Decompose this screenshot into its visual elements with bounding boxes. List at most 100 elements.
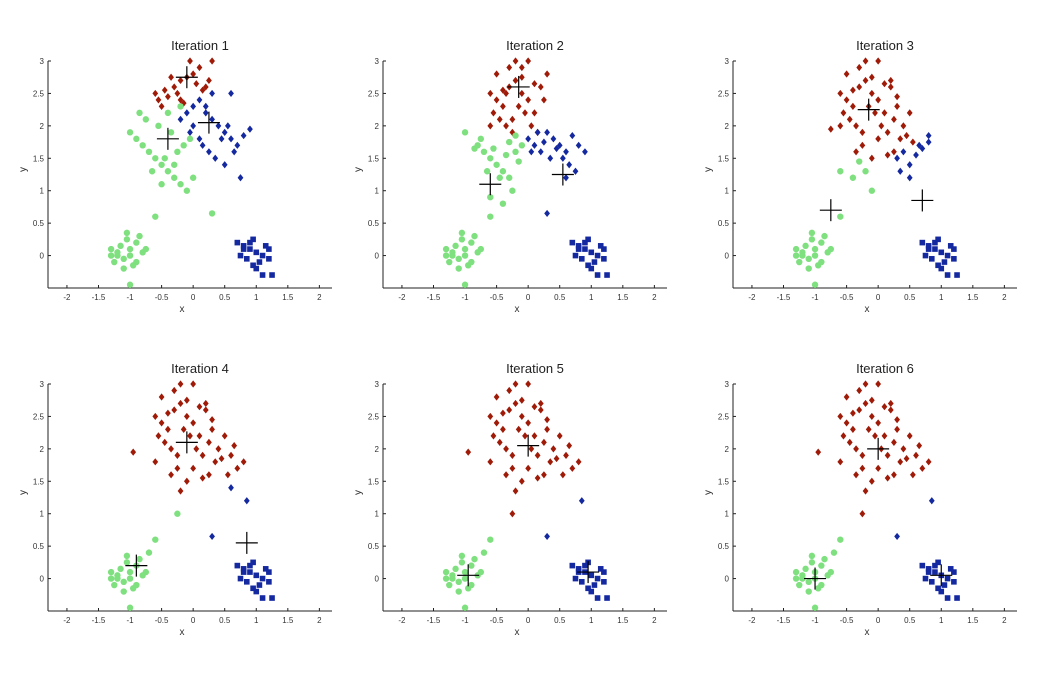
data-point xyxy=(805,578,812,586)
y-tick-label: 1.5 xyxy=(718,477,730,486)
data-point xyxy=(209,115,215,123)
data-point xyxy=(837,89,844,98)
data-point xyxy=(572,575,579,582)
data-point xyxy=(512,76,519,85)
data-point xyxy=(500,409,506,417)
data-point xyxy=(187,432,193,440)
data-point xyxy=(553,144,560,153)
data-point xyxy=(591,259,598,265)
x-tick-label: 0.5 xyxy=(554,293,566,302)
data-point xyxy=(442,568,450,576)
data-point xyxy=(171,161,178,168)
data-point xyxy=(208,210,216,217)
y-tick-label: 3 xyxy=(40,57,45,66)
data-point xyxy=(853,148,859,156)
data-point xyxy=(174,510,181,517)
data-point xyxy=(575,141,582,149)
data-point xyxy=(559,471,566,479)
data-point xyxy=(846,115,853,123)
data-point xyxy=(503,89,509,98)
data-point xyxy=(544,416,550,424)
data-point xyxy=(853,471,859,479)
x-tick-label: 1 xyxy=(589,616,594,625)
y-tick-label: 2 xyxy=(40,445,45,454)
data-point xyxy=(126,129,134,136)
data-point xyxy=(452,565,459,573)
data-point xyxy=(111,258,118,266)
data-point xyxy=(856,83,863,91)
data-point xyxy=(155,96,162,104)
x-tick-label: -2 xyxy=(748,616,756,625)
data-point xyxy=(872,432,878,440)
data-point xyxy=(209,532,215,541)
y-tick-label: 0 xyxy=(40,575,45,584)
data-point xyxy=(862,380,869,388)
data-point xyxy=(126,252,134,259)
scatter-panel-2: Iteration 2 -2 -1.5 -1 -0.5 0 0.5 1 1.5 2 0 0.5 1 1.5… xyxy=(345,30,690,350)
x-tick-label: -0.5 xyxy=(840,616,854,625)
data-point xyxy=(862,487,869,495)
data-point xyxy=(165,93,171,101)
data-point xyxy=(916,141,923,149)
data-point xyxy=(881,80,888,88)
data-point xyxy=(487,458,494,466)
y-tick-label: 1 xyxy=(40,510,45,519)
data-point xyxy=(240,458,247,466)
data-point xyxy=(585,585,591,592)
data-point xyxy=(177,399,184,408)
scatter-plot-2: Iteration 2 -2 -1.5 -1 -0.5 0 0.5 1 1.5 2 0 0.5 1 1.5… xyxy=(353,38,667,315)
data-point xyxy=(808,229,816,237)
data-point xyxy=(442,245,450,253)
data-point xyxy=(152,89,159,98)
data-point xyxy=(506,406,513,414)
data-point xyxy=(259,252,266,259)
data-point xyxy=(792,568,800,576)
data-point xyxy=(126,281,134,288)
data-point xyxy=(120,255,127,263)
data-point xyxy=(818,258,825,266)
data-point xyxy=(196,135,203,143)
y-tick-label: 3 xyxy=(725,380,730,389)
data-point xyxy=(240,246,247,252)
data-point xyxy=(947,566,954,572)
data-point xyxy=(487,412,494,421)
data-point xyxy=(837,536,844,543)
centroid-marker xyxy=(867,437,890,460)
data-point xyxy=(468,258,475,266)
data-point xyxy=(183,412,190,421)
data-point xyxy=(231,148,238,156)
data-point xyxy=(503,122,509,130)
data-point xyxy=(506,63,513,72)
y-axis-label: y xyxy=(18,490,29,495)
y-tick-label: 1 xyxy=(725,187,730,196)
data-point xyxy=(259,595,266,601)
data-point xyxy=(247,569,253,575)
x-axis-label: x xyxy=(180,627,185,638)
data-point xyxy=(190,419,197,427)
scatter-panel-4: Iteration 4 -2 -1.5 -1 -0.5 0 0.5 1 1.5 2 0 0.5 1 1.5… xyxy=(10,353,355,673)
data-point xyxy=(234,239,241,246)
data-point xyxy=(471,145,478,152)
data-point xyxy=(458,236,466,243)
data-point xyxy=(840,432,847,440)
chart-title: Iteration 4 xyxy=(171,361,229,376)
data-point xyxy=(818,239,825,246)
data-point xyxy=(579,579,585,585)
chart-title: Iteration 5 xyxy=(506,361,564,376)
data-point xyxy=(938,249,945,256)
data-point xyxy=(894,154,900,162)
data-point xyxy=(449,249,456,256)
data-point xyxy=(174,148,181,155)
data-point xyxy=(493,96,500,104)
data-point xyxy=(461,129,469,136)
data-point xyxy=(161,86,168,94)
scatter-panel-5: Iteration 5 -2 -1.5 -1 -0.5 0 0.5 1 1.5 2 0 0.5 1 1.5… xyxy=(345,353,690,673)
data-point xyxy=(585,262,591,269)
data-point xyxy=(585,236,591,243)
data-point xyxy=(256,259,263,265)
data-point xyxy=(458,552,466,560)
data-point xyxy=(215,122,222,130)
data-point xyxy=(843,96,850,104)
data-point xyxy=(837,213,844,220)
data-point xyxy=(262,566,269,572)
